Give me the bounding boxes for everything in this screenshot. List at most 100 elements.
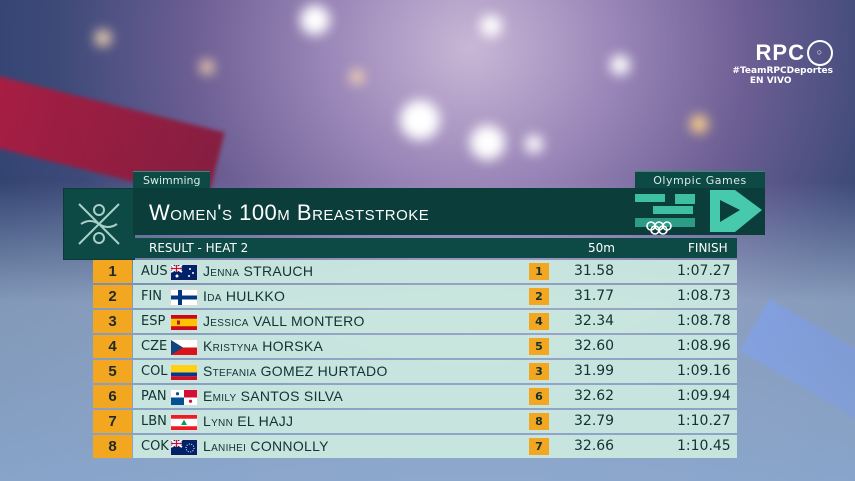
arena-light [95,30,111,46]
result-row: 4 CZE Kristyna HORSKA 5 32.60 1:08.96 [93,334,737,359]
country-code: PAN [141,389,167,404]
lane-badge: 3 [529,363,549,380]
athlete-name: Lanihei CONNOLLY [203,438,329,454]
split-time: 32.62 [574,388,615,404]
result-row-body: ESP Jessica VALL MONTERO 4 32.34 1:08.78 [133,310,737,333]
arena-light [350,70,364,84]
finish-time: 1:10.45 [677,438,731,454]
lane-badge: 6 [529,388,549,405]
athlete-name: Emily SANTOS SILVA [203,388,344,404]
split-time: 31.99 [574,363,615,379]
result-row: 6 PAN Emily SANTOS SILVA 6 32.62 1:09.94 [93,384,737,409]
athlete-name: Stefania GOMEZ HURTADO [203,363,388,379]
broadcaster-logo: RPC ○ [732,40,833,66]
result-row-body: CZE Kristyna HORSKA 5 32.60 1:08.96 [133,335,737,358]
phase-label: RESULT - HEAT 2 [149,241,249,255]
flag-lebanon-icon [170,414,198,431]
rank-badge: 2 [93,285,132,308]
athlete-name: Kristyna HORSKA [203,338,324,354]
result-row: 7 LBN Lynn EL HAJJ 8 32.79 1:10.27 [93,409,737,434]
athlete-name: Jenna STRAUCH [203,263,314,279]
split-time: 32.79 [574,413,615,429]
country-code: LBN [141,414,167,429]
country-code: COK [141,439,169,454]
results-table: 1 AUS Jenna STRAUCH 1 31.58 1:07.27 2 FI… [93,259,737,459]
country-code: FIN [141,289,163,304]
lane-badge: 5 [529,338,549,355]
arena-light [480,15,502,37]
result-row-body: FIN Ida HULKKO 2 31.77 1:08.73 [133,285,737,308]
country-code: ESP [141,314,166,329]
split-time: 31.77 [574,288,615,304]
arena-light [690,115,708,133]
flag-australia-icon [170,264,198,281]
lane-badge: 7 [529,438,549,455]
split-time: 32.34 [574,313,615,329]
finish-time: 1:07.27 [677,263,731,279]
result-row-body: AUS Jenna STRAUCH 1 31.58 1:07.27 [133,260,737,283]
lane-badge: 8 [529,413,549,430]
flag-colombia-icon [170,364,198,381]
athlete-name: Jessica VALL MONTERO [203,313,365,329]
arena-light [400,100,440,140]
finish-column-header: FINISH [688,241,728,255]
lane-rope-blue [739,299,855,421]
lane-badge: 1 [529,263,549,280]
rank-badge: 7 [93,410,132,433]
split-column-header: 50m [588,241,615,255]
flag-spain-icon [170,314,198,331]
title-bar: Women's 100m Breaststroke [133,188,635,235]
rank-badge: 3 [93,310,132,333]
finish-time: 1:09.94 [677,388,731,404]
olympic-rings-icon: ○ [807,40,833,66]
country-code: AUS [141,264,168,279]
lane-badge: 4 [529,313,549,330]
result-row-body: PAN Emily SANTOS SILVA 6 32.62 1:09.94 [133,385,737,408]
live-label: EN VIVO [749,76,792,86]
results-subheader: RESULT - HEAT 2 50m FINISH [133,238,737,258]
lane-badge: 2 [529,288,549,305]
result-row-body: COK Lanihei CONNOLLY 7 32.66 1:10.45 [133,435,737,458]
finish-time: 1:10.27 [677,413,731,429]
rank-badge: 6 [93,385,132,408]
result-row: 1 AUS Jenna STRAUCH 1 31.58 1:07.27 [93,259,737,284]
broadcaster-logo-text: RPC [755,40,805,65]
flag-czechia-icon [170,339,198,356]
games-label: Olympic Games [635,171,765,189]
result-row: 8 COK Lanihei CONNOLLY 7 32.66 1:10.45 [93,434,737,459]
flag-finland-icon [170,289,198,306]
rank-badge: 8 [93,435,132,458]
athlete-name: Lynn EL HAJJ [203,413,294,429]
result-row-body: LBN Lynn EL HAJJ 8 32.79 1:10.27 [133,410,737,433]
athlete-name: Ida HULKKO [203,288,286,304]
split-time: 32.66 [574,438,615,454]
flag-cook-islands-icon [170,439,198,456]
flag-panama-icon [170,389,198,406]
rank-badge: 1 [93,260,132,283]
pictogram-swimming-icon [63,188,135,260]
result-row-body: COL Stefania GOMEZ HURTADO 3 31.99 1:09.… [133,360,737,383]
finish-time: 1:09.16 [677,363,731,379]
event-title: Women's 100m Breaststroke [149,200,430,225]
arena-light [610,55,630,75]
country-code: COL [141,364,168,379]
result-row: 2 FIN Ida HULKKO 2 31.77 1:08.73 [93,284,737,309]
arena-light [525,135,543,153]
arena-light [470,125,505,160]
result-row: 5 COL Stefania GOMEZ HURTADO 3 31.99 1:0… [93,359,737,384]
result-row: 3 ESP Jessica VALL MONTERO 4 32.34 1:08.… [93,309,737,334]
arena-light [200,60,214,74]
finish-time: 1:08.96 [677,338,731,354]
broadcaster-bug: RPC ○ #TeamRPCDeportes EN VIVO [732,40,833,86]
arena-light [300,5,330,35]
olympic-games-logo [635,188,765,235]
split-time: 32.60 [574,338,615,354]
sport-label: Swimming [133,171,211,189]
rank-badge: 5 [93,360,132,383]
rank-badge: 4 [93,335,132,358]
country-code: CZE [141,339,168,354]
split-time: 31.58 [574,263,615,279]
finish-time: 1:08.78 [677,313,731,329]
broadcaster-hashtag: #TeamRPCDeportes [732,66,833,76]
finish-time: 1:08.73 [677,288,731,304]
